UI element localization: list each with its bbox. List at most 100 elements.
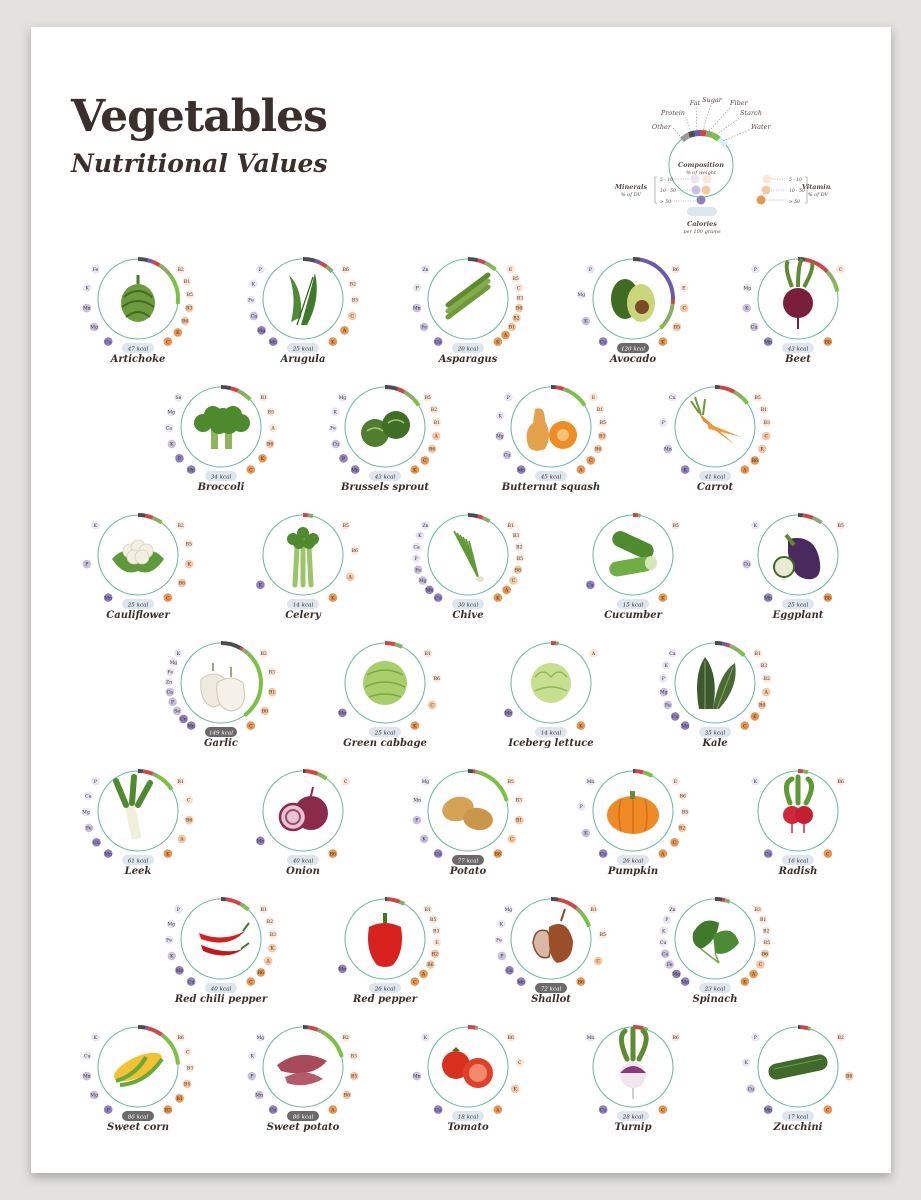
kcal-pill <box>287 343 319 353</box>
vitamin-dot <box>586 456 596 465</box>
vitamin-label: B5 <box>517 556 523 562</box>
kcal-pill <box>205 983 237 993</box>
mineral-label: Fe <box>667 962 673 968</box>
mineral-dot <box>742 303 752 313</box>
legend-calories-sub: per 100 grams <box>683 229 721 235</box>
kcal-pill <box>122 855 154 865</box>
composition-arc-sugar <box>805 257 829 274</box>
mineral-label: P <box>178 456 181 462</box>
mineral-label: Mg <box>419 578 427 584</box>
vitamin-dot <box>267 687 277 697</box>
vitamin-label: B5 <box>764 940 770 946</box>
mineral-label: Mg <box>257 1035 265 1041</box>
composition-arc-protein <box>714 897 723 902</box>
mineral-label: Cu <box>744 562 751 568</box>
mineral-label: Fe <box>167 669 173 675</box>
legend-arc-protein <box>687 130 696 138</box>
vitamin-dot <box>423 392 432 402</box>
mineral-dot <box>338 392 347 402</box>
vitamin-label: K <box>496 339 500 345</box>
mineral-dot <box>668 392 677 402</box>
composition-arc-sugar <box>142 769 154 776</box>
composition-arc-fat <box>145 1025 149 1031</box>
vitamin-dot <box>761 431 771 441</box>
mineral-dot <box>421 776 430 786</box>
mineral-dot <box>418 576 427 585</box>
vitamin-dot <box>836 520 845 530</box>
mineral-dot <box>92 837 101 847</box>
vitamin-label: B6 <box>680 794 686 800</box>
composition-arc-fiber <box>562 387 572 394</box>
vitamin-label: C <box>589 458 593 464</box>
vitamin-label: B2 <box>267 919 273 925</box>
vitamin-label: K <box>331 595 335 601</box>
legend-calories-title: Calories <box>687 220 717 228</box>
vegetable-diagram: Mn P K Cu E B6 B5 B2 C A 26 kcal <box>576 769 690 865</box>
vegetable-card: Zn P Mn Fe Cu E B5 C B3 B6 B2 B1 A K 20 kcal Asparagus <box>406 237 530 372</box>
mineral-dot <box>663 700 673 710</box>
mineral-dot <box>179 714 188 724</box>
mineral-dot <box>741 1058 751 1067</box>
composition-arc-sugar <box>719 385 736 394</box>
kcal-label: 17 kcal <box>788 1114 809 1120</box>
composition-arc-sugar <box>802 513 814 520</box>
mineral-dot <box>165 687 175 697</box>
vitamin-dot <box>176 776 185 786</box>
vitamin-label: K <box>579 723 583 729</box>
vitamin-dot <box>431 431 441 441</box>
composition-arc-fiber <box>575 906 584 915</box>
vitamin-label: B6 <box>495 851 501 857</box>
mineral-dot <box>763 849 773 858</box>
vitamin-dot <box>506 776 515 786</box>
mineral-label: K <box>683 467 687 473</box>
mineral-dot <box>166 919 176 929</box>
mineral-dot <box>186 977 196 986</box>
vegetable-card: P Ca Mg Fe Cu Mn B1 C B6 A K 61 kcal Leek <box>76 749 200 884</box>
legend-arc-sugar <box>699 130 707 137</box>
vitamin-label: B5 <box>342 523 348 529</box>
composition-arc-protein <box>384 385 398 391</box>
mineral-label: Cu <box>105 339 112 345</box>
kcal-label: 77 kcal <box>458 858 479 864</box>
mineral-label: Ca <box>166 426 173 432</box>
mineral-label: Cu <box>506 968 513 974</box>
mineral-dot <box>247 1051 257 1061</box>
vitamin-label: B3 <box>187 1066 193 1072</box>
vitamin-dot <box>185 290 195 299</box>
vitamin-label: C <box>518 1060 522 1066</box>
vitamin-label: C <box>249 723 253 729</box>
mineral-label: Se <box>174 709 180 715</box>
vitamin-label: B1 <box>424 651 430 657</box>
kcal-label: 35 kcal <box>705 730 726 736</box>
vitamin-dot <box>182 1079 192 1089</box>
vitamin-dot <box>757 444 767 454</box>
vitamin-label: C <box>187 797 191 803</box>
mineral-label: Fe <box>665 703 671 709</box>
vitamin-label: B2 <box>350 282 356 288</box>
vitamin-dot <box>658 593 668 602</box>
mineral-dot <box>254 1090 264 1100</box>
mineral-dot <box>661 660 671 670</box>
composition-arc-sugar <box>477 258 486 265</box>
vegetable-card: P K Cu Mn B2 B6 C 17 kcal Zucchini <box>736 1005 860 1140</box>
mineral-label: Mn <box>257 839 265 845</box>
vegetable-name: Onion <box>286 866 320 877</box>
mineral-dot <box>660 949 670 959</box>
mineral-label: Mn <box>351 467 359 473</box>
vitamin-dot <box>328 1105 338 1114</box>
vitamin-label: B3 <box>517 296 523 302</box>
composition-arc-carbs <box>737 649 746 658</box>
vitamin-dot <box>677 823 687 833</box>
vitamin-label: C <box>510 837 514 843</box>
kcal-label: 26 kcal <box>374 986 396 992</box>
mineral-dot <box>576 290 586 299</box>
mineral-dot <box>268 337 278 346</box>
mineral-label: K <box>252 282 256 288</box>
vitamin-dot <box>658 849 668 858</box>
mineral-label: Mn <box>517 467 525 473</box>
kcal-label: 47 kcal <box>127 346 149 352</box>
vitamin-dot <box>823 849 833 858</box>
composition-ring <box>592 514 674 596</box>
kcal-label: 25 kcal <box>127 602 149 608</box>
